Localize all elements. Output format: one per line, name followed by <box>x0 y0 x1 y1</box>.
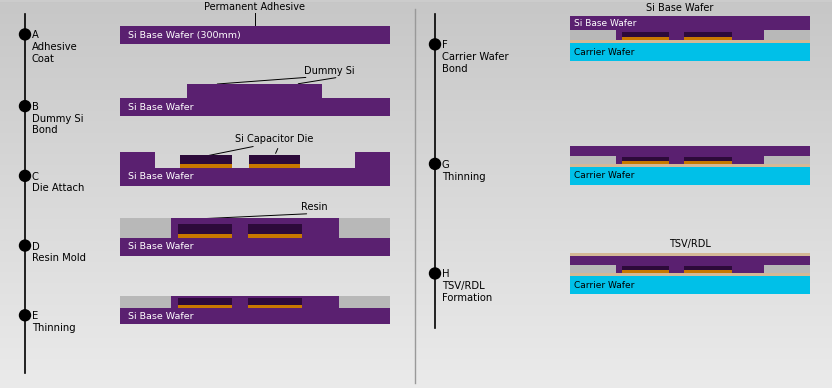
Bar <box>570 156 810 164</box>
Text: Carrier Wafer: Carrier Wafer <box>574 171 634 180</box>
Bar <box>120 308 390 324</box>
Bar <box>355 218 390 237</box>
Text: Si Capacitor Die: Si Capacitor Die <box>235 134 313 144</box>
Text: Carrier Wafer: Carrier Wafer <box>574 281 634 290</box>
Bar <box>181 155 232 164</box>
Text: Si Base Wafer: Si Base Wafer <box>574 19 636 28</box>
Bar <box>570 30 602 40</box>
Bar <box>178 305 231 308</box>
Bar <box>570 265 602 274</box>
Bar <box>355 296 390 308</box>
Text: Carrier Wafer: Carrier Wafer <box>574 48 634 57</box>
Bar <box>570 40 810 43</box>
Text: B
Dummy Si
Bond: B Dummy Si Bond <box>32 102 83 135</box>
Bar <box>570 256 810 265</box>
Bar <box>570 253 810 256</box>
Bar <box>120 296 155 308</box>
Circle shape <box>429 39 440 50</box>
Bar <box>779 30 810 40</box>
Bar <box>570 265 810 274</box>
Text: Si Base Wafer: Si Base Wafer <box>128 172 194 181</box>
Bar <box>249 155 300 164</box>
Text: A
Adhesive
Coat: A Adhesive Coat <box>32 30 77 64</box>
Bar <box>622 37 669 40</box>
Bar <box>178 298 231 305</box>
Bar <box>355 152 390 168</box>
Bar <box>570 167 810 185</box>
Circle shape <box>19 240 31 251</box>
Bar <box>622 33 669 37</box>
Text: F
Carrier Wafer
Bond: F Carrier Wafer Bond <box>442 40 508 74</box>
Bar <box>120 26 390 44</box>
Bar <box>684 161 731 164</box>
Bar <box>570 30 810 40</box>
Bar <box>120 218 390 237</box>
Text: D
Resin Mold: D Resin Mold <box>32 242 86 263</box>
Bar <box>187 84 323 98</box>
Bar <box>178 234 231 237</box>
Bar <box>779 265 810 274</box>
Text: G
Thinning: G Thinning <box>442 160 486 182</box>
Text: Si Base Wafer: Si Base Wafer <box>128 102 194 112</box>
Text: E
Thinning: E Thinning <box>32 311 76 333</box>
Bar <box>570 156 602 164</box>
Bar <box>570 146 810 156</box>
Bar <box>684 157 731 161</box>
Circle shape <box>19 310 31 321</box>
Circle shape <box>19 170 31 181</box>
Bar <box>248 298 302 305</box>
Bar <box>616 30 765 40</box>
Bar <box>120 296 390 308</box>
Text: Si Base Wafer: Si Base Wafer <box>646 3 714 14</box>
Bar <box>684 267 731 270</box>
Bar <box>171 296 339 308</box>
Text: Dummy Si: Dummy Si <box>304 66 354 76</box>
Bar <box>120 152 155 168</box>
Bar <box>570 164 810 167</box>
Bar <box>622 267 669 270</box>
Text: C
Die Attach: C Die Attach <box>32 172 84 194</box>
Bar <box>779 156 810 164</box>
Text: Si Base Wafer: Si Base Wafer <box>128 312 194 321</box>
Text: Si Base Wafer (300mm): Si Base Wafer (300mm) <box>128 31 240 40</box>
Bar <box>120 237 390 256</box>
Bar <box>248 305 302 308</box>
Bar <box>684 37 731 40</box>
Bar <box>616 156 765 164</box>
Text: TSV/RDL: TSV/RDL <box>669 239 711 249</box>
Circle shape <box>429 268 440 279</box>
Text: Permanent Adhesive: Permanent Adhesive <box>205 2 305 12</box>
Bar <box>570 276 810 294</box>
Bar <box>248 223 302 234</box>
Bar <box>178 223 231 234</box>
Circle shape <box>19 29 31 40</box>
Bar <box>684 33 731 37</box>
Bar <box>684 270 731 274</box>
Bar <box>570 43 810 61</box>
Bar <box>570 274 810 276</box>
Bar <box>622 161 669 164</box>
Bar <box>248 234 302 237</box>
Bar <box>171 218 339 237</box>
Bar <box>120 168 390 186</box>
Bar <box>120 98 390 116</box>
Circle shape <box>19 100 31 112</box>
Bar <box>616 265 765 274</box>
Text: Resin: Resin <box>301 202 328 212</box>
Bar <box>622 270 669 274</box>
Circle shape <box>429 158 440 170</box>
Bar <box>622 157 669 161</box>
Bar <box>570 16 810 30</box>
Bar <box>120 218 155 237</box>
Text: H
TSV/RDL
Formation: H TSV/RDL Formation <box>442 270 493 303</box>
Text: Si Base Wafer: Si Base Wafer <box>128 242 194 251</box>
Bar <box>181 164 232 168</box>
Bar <box>249 164 300 168</box>
